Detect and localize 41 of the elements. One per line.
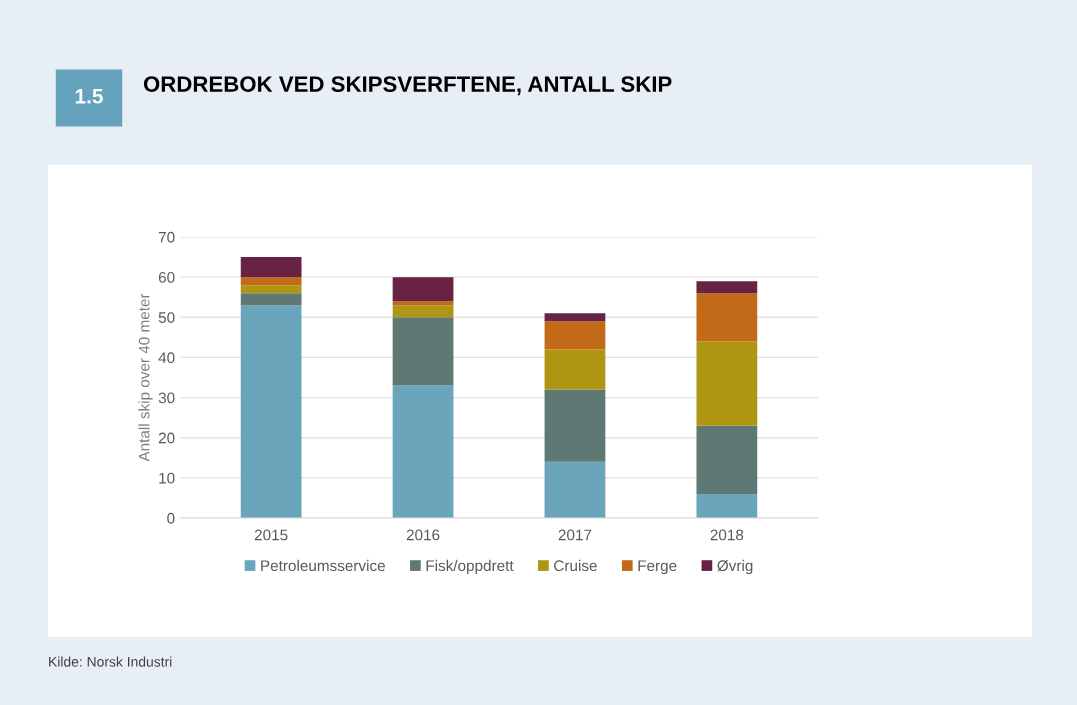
bar xyxy=(696,281,758,294)
bar xyxy=(392,385,454,518)
bar xyxy=(240,277,302,286)
bar xyxy=(240,257,302,278)
bar xyxy=(696,493,758,518)
x-tick-label: 2018 xyxy=(710,529,744,541)
bar xyxy=(696,341,758,426)
legend-label: Fisk/oppdrett xyxy=(426,559,514,575)
bar xyxy=(392,305,454,318)
bar xyxy=(696,293,758,342)
bar xyxy=(544,321,606,350)
bar xyxy=(544,313,606,322)
legend-label: Øvrig xyxy=(717,559,753,575)
bar xyxy=(696,425,758,494)
legend-label: Petroleumsservice xyxy=(261,559,385,572)
y-tick-label: 60 xyxy=(158,272,175,283)
y-tick-label: 20 xyxy=(158,432,175,444)
bar xyxy=(392,277,454,302)
bar xyxy=(544,389,606,462)
bar xyxy=(240,285,302,294)
y-tick-label: 0 xyxy=(167,512,175,524)
bar xyxy=(240,293,302,306)
text: Kilde: Norsk Industri xyxy=(49,656,172,667)
legend-label: Ferge xyxy=(638,560,677,575)
bar xyxy=(392,301,454,306)
y-tick-label: 70 xyxy=(158,231,175,243)
y-tick-label: 10 xyxy=(159,472,175,484)
legend-label: Cruise xyxy=(554,559,597,572)
bar xyxy=(544,349,606,390)
y-tick-label: 30 xyxy=(158,392,175,404)
chart-title: ORDREBOK VED SKIPSVERFTENE, ANTALL SKIP xyxy=(143,76,672,96)
x-tick-label: 2016 xyxy=(406,529,440,541)
y-axis-title: Antall skip over 40 meter xyxy=(138,293,153,462)
x-tick-label: 2017 xyxy=(558,529,592,541)
text: 1.5 xyxy=(75,89,103,104)
bar xyxy=(240,305,302,518)
bar xyxy=(544,461,606,518)
y-tick-label: 40 xyxy=(158,352,175,364)
bar xyxy=(392,317,454,386)
x-tick-label: 2015 xyxy=(254,529,288,541)
y-tick-label: 50 xyxy=(158,312,175,323)
